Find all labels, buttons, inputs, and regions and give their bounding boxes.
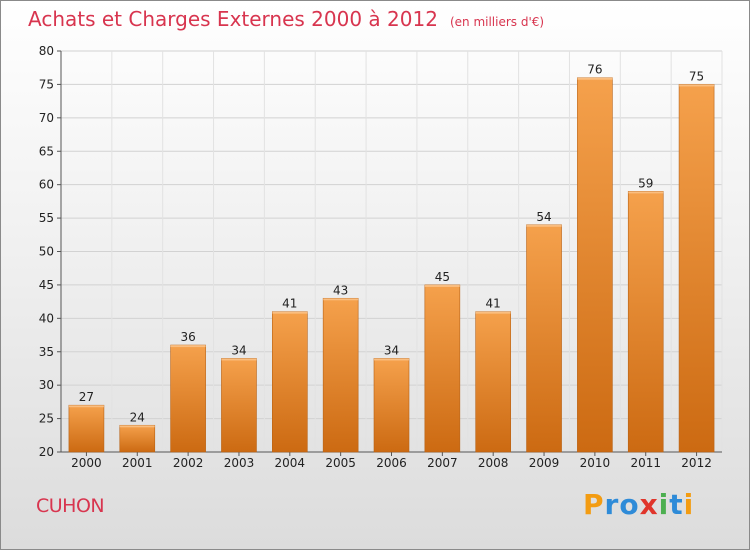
x-tick-label: 2002 (173, 456, 204, 470)
y-tick-label: 30 (39, 378, 54, 392)
bar (119, 424, 156, 453)
bar-top-highlight (679, 84, 715, 87)
y-tick-label: 25 (39, 412, 54, 426)
x-tick-label: 2012 (681, 456, 712, 470)
bar (170, 344, 206, 453)
bar-top-highlight (526, 224, 562, 227)
chart-title: Achats et Charges Externes 2000 à 2012 (e… (28, 7, 544, 31)
value-label: 43 (333, 283, 348, 297)
y-tick-label: 45 (39, 278, 54, 292)
value-label: 59 (638, 176, 653, 190)
value-label: 41 (486, 297, 501, 311)
bar (678, 84, 715, 453)
x-tick-label: 2003 (224, 456, 255, 470)
x-tick-label: 2009 (529, 456, 560, 470)
value-label: 75 (689, 69, 704, 83)
y-tick-label: 75 (39, 77, 54, 91)
bar-top-highlight (424, 284, 460, 287)
x-tick-label: 2010 (580, 456, 611, 470)
bar-top-highlight (374, 358, 409, 361)
logo-letter: x (639, 488, 659, 521)
y-tick-label: 55 (39, 211, 54, 225)
bar-top-highlight (272, 311, 308, 314)
x-tick-label: 2011 (630, 456, 661, 470)
x-tick-label: 2006 (376, 456, 407, 470)
bar-top-highlight (170, 345, 206, 348)
y-tick-label: 60 (39, 178, 54, 192)
value-label: 34 (231, 343, 246, 357)
bar-top-highlight (68, 405, 104, 408)
logo-letter: r (604, 488, 620, 521)
x-tick-label: 2004 (275, 456, 306, 470)
chart-subtitle: (en milliers d'€) (449, 15, 545, 29)
bar (221, 358, 257, 453)
y-tick-label: 40 (39, 311, 54, 325)
bar (526, 224, 562, 453)
bar-top-highlight (628, 191, 664, 194)
value-label: 34 (384, 343, 399, 357)
value-label: 54 (536, 210, 551, 224)
bar (577, 77, 613, 453)
value-label: 24 (130, 410, 145, 424)
logo-letter: P (583, 488, 605, 521)
logo-letter: t (669, 488, 684, 521)
bar (373, 358, 410, 453)
bar-top-highlight (475, 311, 511, 314)
proxiti-logo[interactable]: Proxiti (583, 488, 694, 521)
y-tick-label: 20 (39, 445, 54, 459)
location-name: CUHON (36, 495, 105, 517)
value-label: 76 (587, 63, 602, 77)
value-label: 36 (180, 330, 195, 344)
value-label: 41 (282, 297, 297, 311)
bar (627, 191, 664, 453)
bar-top-highlight (119, 425, 155, 428)
x-tick-label: 2007 (427, 456, 458, 470)
y-tick-label: 35 (39, 345, 54, 359)
logo-letter: i (658, 488, 670, 521)
bars (68, 77, 715, 453)
title-text: Achats et Charges Externes 2000 à 2012 (28, 7, 438, 31)
bar (322, 297, 359, 453)
value-label: 27 (79, 390, 94, 404)
y-tick-label: 80 (39, 44, 54, 58)
bar-top-highlight (323, 298, 359, 301)
bar (475, 311, 511, 453)
bar (68, 404, 105, 453)
bar-top-highlight (221, 358, 257, 361)
bar (272, 311, 308, 453)
y-tick-label: 70 (39, 111, 54, 125)
labels: 20 25 30 35 40 45 50 55 60 65 70 75 80 27 2000 24 2001 36… (39, 44, 712, 470)
value-label: 45 (435, 270, 450, 284)
y-tick-label: 50 (39, 245, 54, 259)
x-tick-label: 2008 (478, 456, 509, 470)
x-tick-label: 2001 (122, 456, 153, 470)
x-tick-label: 2005 (325, 456, 356, 470)
bar (424, 284, 461, 453)
x-tick-label: 2000 (71, 456, 102, 470)
y-tick-label: 65 (39, 144, 54, 158)
logo-letter: o (619, 488, 640, 521)
bar-top-highlight (577, 77, 613, 80)
logo-letter: i (683, 488, 695, 521)
